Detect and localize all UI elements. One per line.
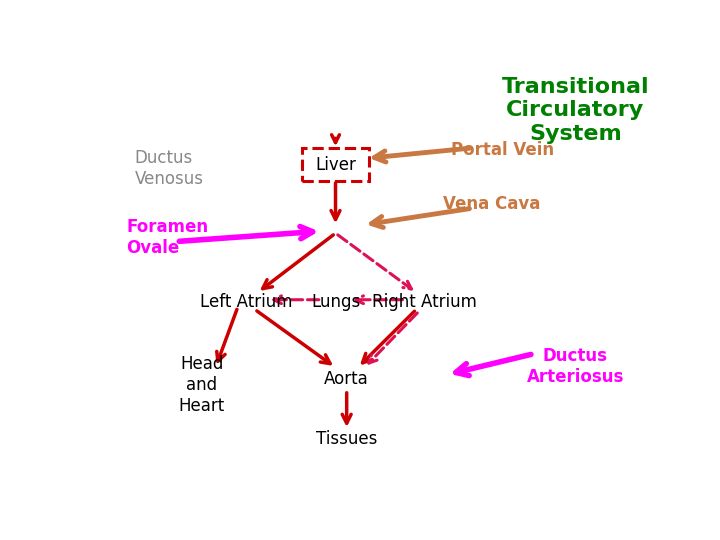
Text: Transitional
Circulatory
System: Transitional Circulatory System bbox=[502, 77, 649, 144]
Text: Lungs: Lungs bbox=[311, 293, 360, 311]
Text: Tissues: Tissues bbox=[316, 430, 377, 448]
FancyBboxPatch shape bbox=[302, 148, 369, 181]
Text: Right Atrium: Right Atrium bbox=[372, 293, 477, 311]
Text: Head
and
Heart: Head and Heart bbox=[179, 355, 225, 415]
Text: Foramen
Ovale: Foramen Ovale bbox=[126, 218, 208, 256]
Text: Vena Cava: Vena Cava bbox=[443, 195, 541, 213]
Text: Portal Vein: Portal Vein bbox=[451, 141, 554, 159]
Text: Liver: Liver bbox=[315, 156, 356, 173]
Text: Aorta: Aorta bbox=[324, 370, 369, 388]
Text: Left Atrium: Left Atrium bbox=[200, 293, 292, 311]
Text: Ductus
Arteriosus: Ductus Arteriosus bbox=[527, 347, 624, 386]
Text: Ductus
Venosus: Ductus Venosus bbox=[135, 150, 204, 188]
